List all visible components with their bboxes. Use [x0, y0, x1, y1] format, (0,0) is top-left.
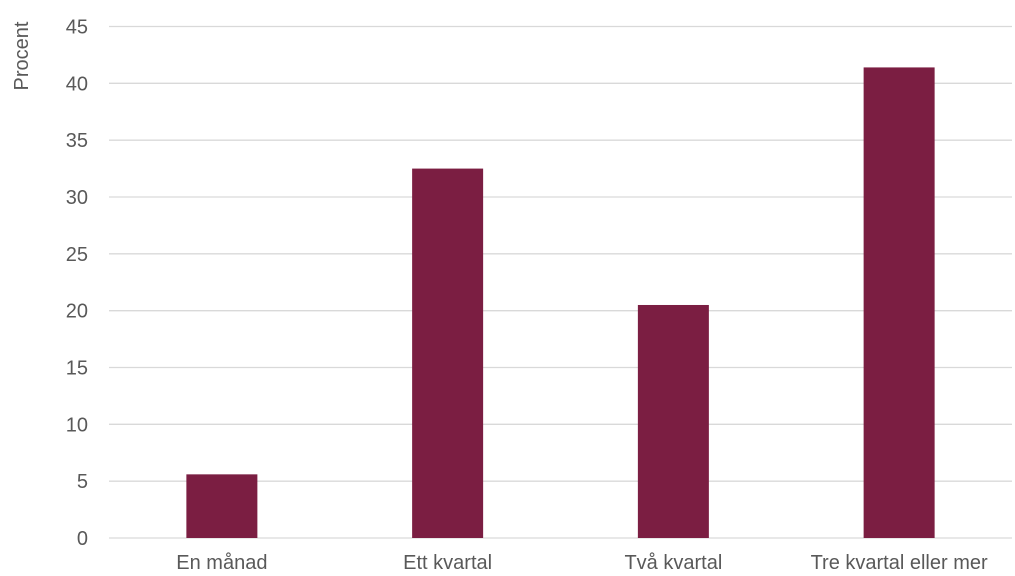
y-tick-label: 20: [66, 301, 88, 323]
y-tick-label: 15: [66, 358, 88, 380]
x-category-label: Två kvartal: [624, 552, 722, 574]
y-tick-label: 0: [77, 528, 88, 550]
y-tick-label: 10: [66, 414, 88, 436]
y-tick-label: 5: [77, 471, 88, 493]
x-category-label: En månad: [176, 552, 267, 574]
bars: [186, 67, 935, 539]
bar: [186, 474, 258, 538]
y-tick-label: 30: [66, 187, 88, 209]
bar: [637, 304, 709, 538]
x-category-label: Tre kvartal eller mer: [811, 552, 988, 574]
y-tick-label: 25: [66, 244, 88, 266]
y-tick-label: 40: [66, 73, 88, 95]
y-tick-label: 45: [66, 17, 88, 39]
x-category-label: Ett kvartal: [403, 552, 492, 574]
bar: [412, 168, 484, 539]
y-axis-title: Procent: [11, 21, 33, 90]
bar: [863, 67, 935, 539]
y-axis-ticks: 0 5 10 15 20 25 30 35 40 45: [66, 17, 88, 551]
gridlines: [109, 25, 1012, 539]
y-tick-label: 35: [66, 130, 88, 152]
x-axis-labels: En månad Ett kvartal Två kvartal Tre kvarta…: [176, 552, 988, 574]
